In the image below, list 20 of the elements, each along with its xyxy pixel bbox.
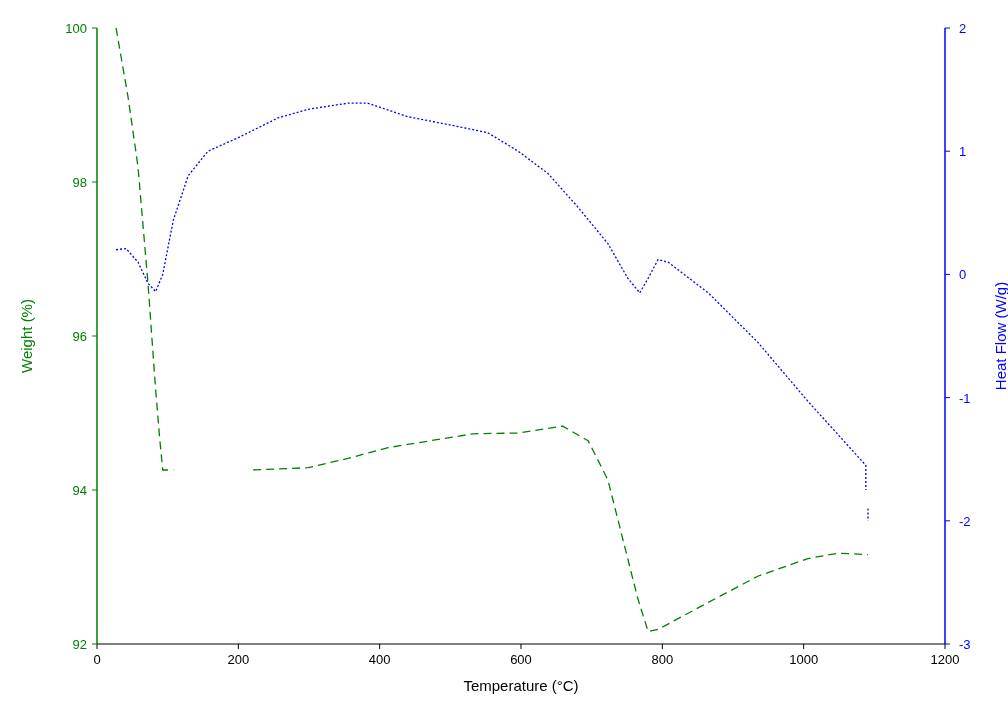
x-tick-label: 0 [93, 652, 101, 667]
x-tick-label: 800 [651, 652, 674, 667]
x-axis-title: Temperature (°C) [463, 677, 579, 694]
y2-tick-label: 1 [959, 144, 967, 160]
y-axis-title: Weight (%) [18, 299, 35, 373]
y2-tick-label: 2 [959, 21, 967, 36]
x-tick-label: 200 [227, 652, 250, 667]
x-tick-label: 1000 [789, 652, 819, 667]
y-tick-label: 100 [65, 21, 87, 36]
x-tick-label: 600 [510, 652, 532, 667]
y2-tick-label: -3 [959, 637, 971, 652]
y-tick-label: 92 [72, 637, 87, 652]
y2-tick-label: -1 [959, 390, 971, 406]
y2-tick-label: 0 [959, 267, 967, 283]
x-tick-label: 400 [368, 652, 391, 667]
y-tick-label: 98 [72, 175, 87, 190]
y2-tick-label: -2 [959, 513, 971, 529]
y-tick-label: 94 [72, 483, 87, 498]
x-tick-label: 1200 [930, 652, 960, 667]
y-tick-label: 96 [72, 329, 87, 344]
